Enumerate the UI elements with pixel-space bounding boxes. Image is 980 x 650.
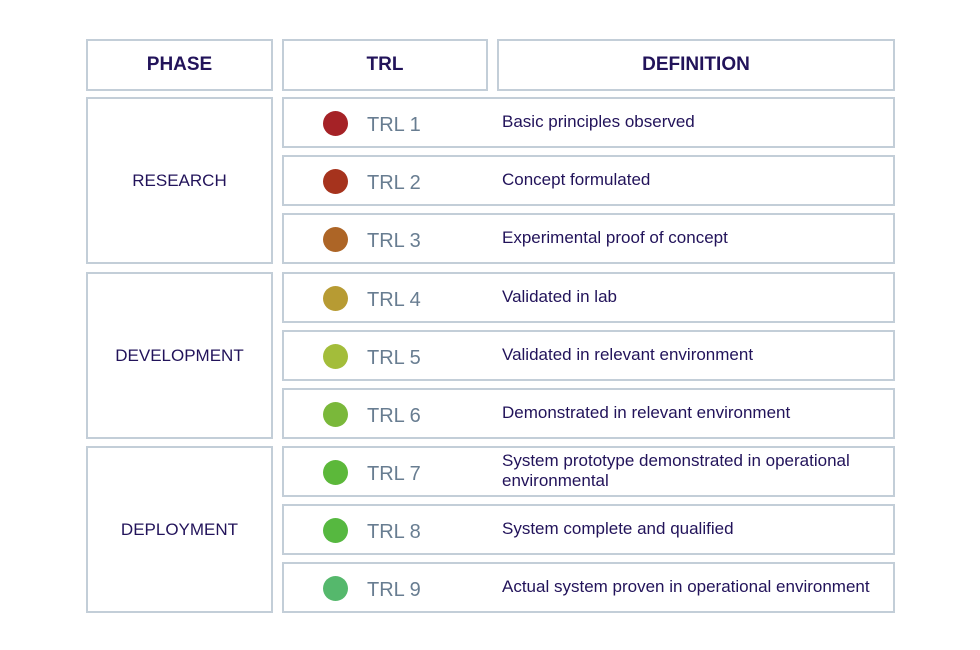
trl-level: TRL 2 xyxy=(367,171,421,194)
status-dot-icon xyxy=(323,460,348,485)
trl-row: TRL 1 Basic principles observed xyxy=(282,97,895,148)
trl-level: TRL 5 xyxy=(367,346,421,369)
header-trl-label: TRL xyxy=(366,54,404,75)
trl-definition: Experimental proof of concept xyxy=(502,227,728,247)
trl-row: TRL 3 Experimental proof of concept xyxy=(282,213,895,264)
trl-level: TRL 8 xyxy=(367,520,421,543)
trl-row: TRL 9 Actual system proven in operationa… xyxy=(282,562,895,613)
trl-definition: Demonstrated in relevant environment xyxy=(502,402,791,422)
header-definition: DEFINITION xyxy=(497,39,895,91)
trl-row: TRL 6 Demonstrated in relevant environme… xyxy=(282,388,895,439)
phase-label: DEPLOYMENT xyxy=(120,519,239,539)
trl-definition: System complete and qualified xyxy=(502,518,734,538)
trl-definition: System prototype demonstrated in operati… xyxy=(502,450,850,490)
status-dot-icon xyxy=(323,286,348,311)
phase-label: RESEARCH xyxy=(132,170,227,190)
trl-level: TRL 4 xyxy=(367,288,421,311)
phase-label: DEVELOPMENT xyxy=(115,345,244,365)
trl-level: TRL 6 xyxy=(367,404,421,427)
status-dot-icon xyxy=(323,518,348,543)
status-dot-icon xyxy=(323,576,348,601)
status-dot-icon xyxy=(323,227,348,252)
trl-row: TRL 8 System complete and qualified xyxy=(282,504,895,555)
phase-cell: RESEARCH xyxy=(86,97,273,264)
trl-row: TRL 5 Validated in relevant environment xyxy=(282,330,895,381)
trl-row: TRL 4 Validated in lab xyxy=(282,272,895,323)
trl-definition: Validated in lab xyxy=(502,286,617,306)
header-trl: TRL xyxy=(282,39,488,91)
trl-definition: Actual system proven in operational envi… xyxy=(502,576,870,596)
trl-row: TRL 7 System prototype demonstrated in o… xyxy=(282,446,895,497)
trl-level: TRL 9 xyxy=(367,578,421,601)
trl-row: TRL 2 Concept formulated xyxy=(282,155,895,206)
header-phase-label: PHASE xyxy=(146,54,213,75)
trl-definition: Concept formulated xyxy=(502,169,651,189)
status-dot-icon xyxy=(323,344,348,369)
header-phase: PHASE xyxy=(86,39,273,91)
phase-cell: DEVELOPMENT xyxy=(86,272,273,439)
phase-cell: DEPLOYMENT xyxy=(86,446,273,613)
trl-definition: Basic principles observed xyxy=(502,111,695,131)
trl-level: TRL 7 xyxy=(367,462,421,485)
trl-level: TRL 3 xyxy=(367,229,421,252)
trl-level: TRL 1 xyxy=(367,113,421,136)
trl-definition: Validated in relevant environment xyxy=(502,344,754,364)
status-dot-icon xyxy=(323,111,348,136)
status-dot-icon xyxy=(323,402,348,427)
header-definition-label: DEFINITION xyxy=(642,54,750,75)
status-dot-icon xyxy=(323,169,348,194)
